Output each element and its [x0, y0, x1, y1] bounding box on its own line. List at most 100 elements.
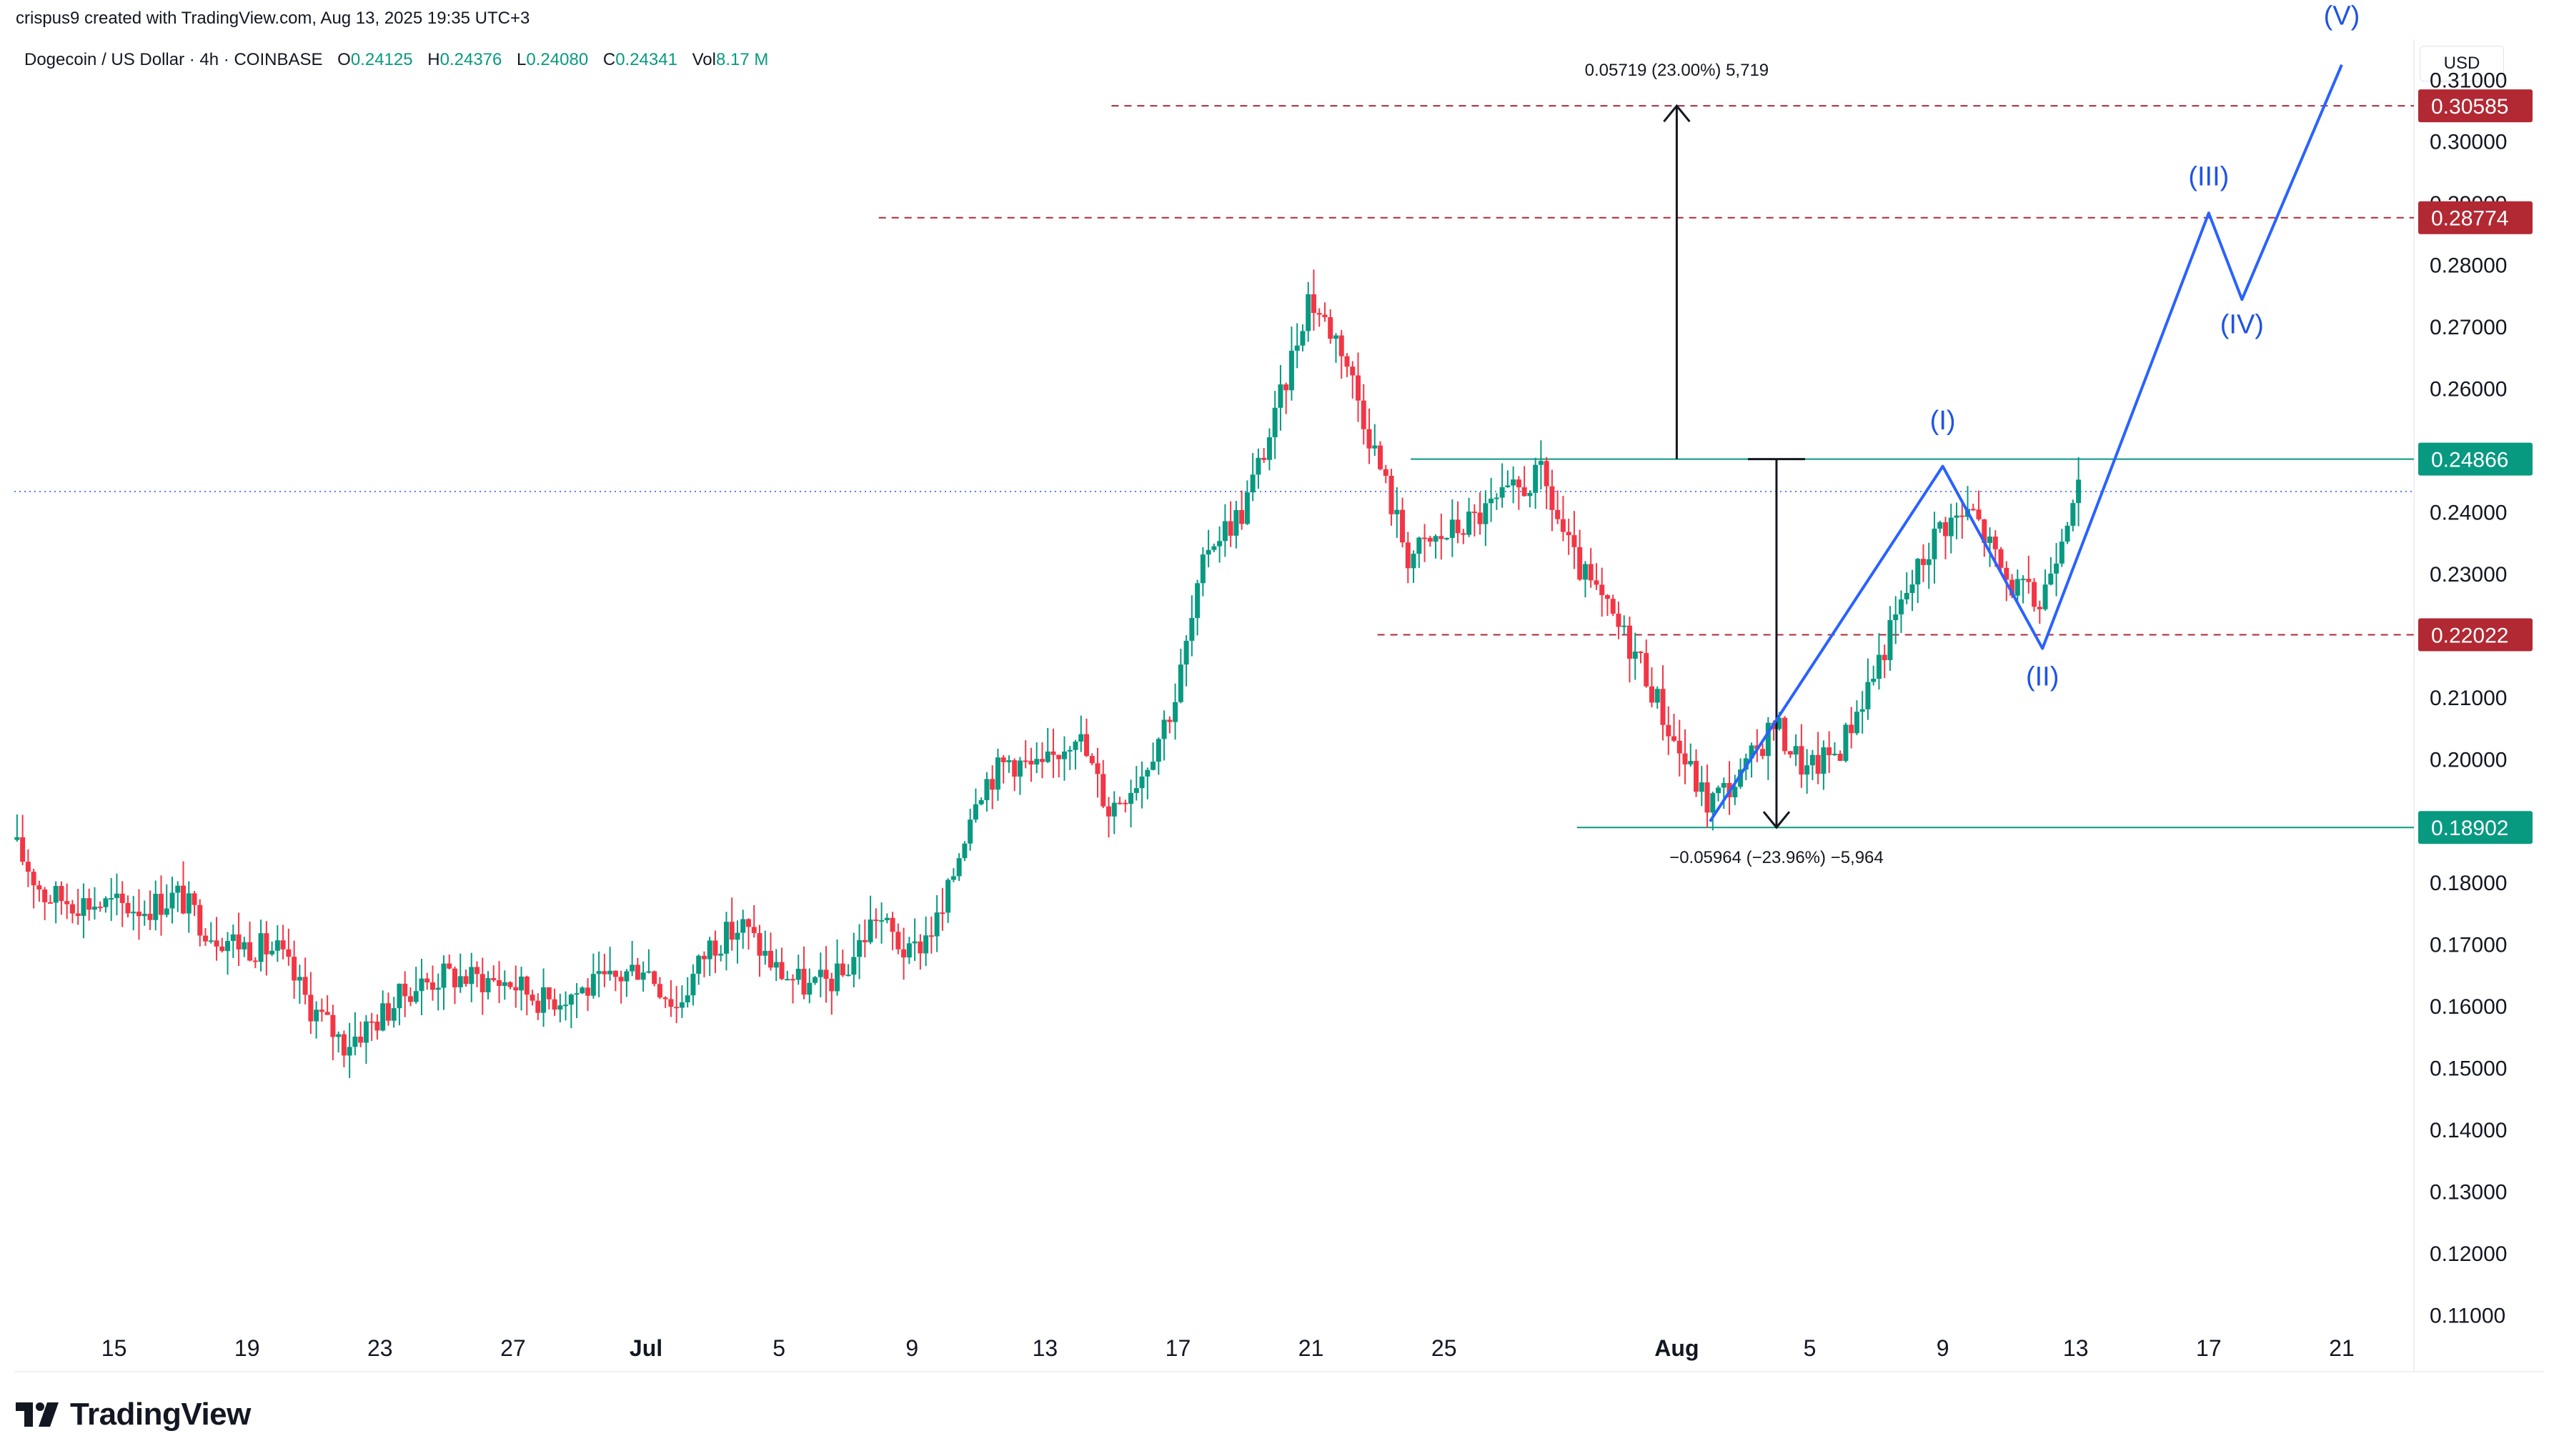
candle-body — [330, 1014, 336, 1037]
candle-body — [1344, 356, 1350, 367]
candle — [707, 937, 712, 977]
candle-body — [640, 972, 646, 980]
time-axis-tick: 9 — [905, 1335, 918, 1361]
candle-body — [81, 898, 86, 916]
candle-body — [292, 957, 297, 981]
price-axis-tick: 0.28000 — [2430, 254, 2507, 278]
candle — [75, 889, 81, 925]
candle — [928, 917, 934, 954]
candle-body — [131, 912, 136, 914]
candle — [1449, 499, 1455, 557]
candle-body — [906, 943, 912, 958]
candle-body — [1577, 547, 1583, 580]
candle — [485, 971, 491, 999]
candle-body — [469, 967, 474, 984]
candle-body — [369, 1021, 374, 1023]
candle-body — [618, 977, 624, 982]
candle — [1893, 596, 1899, 644]
candle — [813, 976, 818, 985]
candle-body — [1610, 599, 1616, 614]
time-axis-tick: 25 — [1431, 1335, 1457, 1361]
time-axis-tick: 23 — [367, 1335, 393, 1361]
candle-body — [203, 935, 209, 942]
candle-body — [1416, 537, 1422, 554]
candle — [1067, 746, 1073, 770]
candle-body — [1228, 521, 1233, 536]
candle — [1804, 749, 1810, 794]
candle — [685, 977, 690, 1008]
candle-body — [1710, 793, 1716, 813]
candle-body — [1749, 745, 1754, 759]
candle — [1577, 529, 1583, 582]
candle-body — [247, 942, 253, 961]
candle — [192, 891, 197, 917]
candle — [541, 968, 547, 1027]
candle — [801, 946, 807, 999]
candle-body — [1350, 367, 1356, 376]
candle-body — [1173, 702, 1178, 722]
price-axis-tick: 0.24000 — [2430, 501, 2507, 524]
candle-body — [1549, 486, 1555, 510]
candle-body — [1427, 537, 1433, 542]
candle — [131, 896, 136, 931]
candle-body — [1505, 485, 1511, 487]
tradingview-logo[interactable]: TradingView — [16, 1397, 251, 1432]
candle-body — [557, 1005, 563, 1010]
wave-label: (V) — [2324, 1, 2360, 31]
candle-body — [1233, 509, 1239, 536]
candle-body — [341, 1034, 347, 1056]
time-axis-tick: 13 — [2063, 1335, 2089, 1361]
candle-body — [552, 999, 557, 1010]
candle — [324, 995, 330, 1015]
candle-body — [818, 969, 823, 977]
candle-body — [1704, 782, 1710, 813]
price-axis-tick: 0.26000 — [2430, 378, 2507, 402]
candle — [1799, 724, 1804, 788]
price-axis-tick: 0.18000 — [2430, 872, 2507, 895]
candle-body — [1632, 652, 1638, 659]
candle-body — [1804, 765, 1810, 775]
candle-body — [1904, 593, 1909, 599]
candle — [42, 887, 48, 920]
price-tag-label: 0.24866 — [2431, 449, 2508, 472]
candle — [391, 997, 397, 1028]
candle — [768, 932, 774, 971]
candle-body — [119, 893, 125, 903]
currency-selector[interactable]: USD — [2420, 46, 2504, 81]
candle — [452, 966, 457, 1004]
candle — [59, 881, 64, 915]
candle-body — [835, 963, 840, 992]
candle — [968, 809, 973, 851]
candle-body — [1621, 625, 1627, 627]
candle-body — [801, 968, 807, 995]
candle — [1782, 716, 1788, 755]
time-axis-tick: 17 — [2196, 1335, 2222, 1361]
candle — [2026, 555, 2032, 594]
candle-body — [945, 879, 951, 913]
candle — [1288, 326, 1294, 401]
candle-body — [1777, 717, 1782, 729]
candle — [1809, 749, 1815, 780]
candle — [1000, 754, 1006, 784]
candle — [385, 992, 391, 1026]
candle-body — [397, 983, 402, 1009]
candle — [1173, 683, 1178, 740]
candle — [646, 949, 652, 974]
candle-body — [890, 917, 895, 932]
candle — [469, 952, 474, 1002]
candle-body — [968, 819, 973, 844]
candle-body — [1028, 760, 1034, 765]
candle — [114, 873, 119, 916]
candle-body — [1477, 512, 1483, 524]
candle-body — [1405, 542, 1411, 569]
candle-body — [1821, 747, 1827, 774]
candle — [264, 921, 269, 976]
candle-body — [779, 962, 785, 979]
candle-body — [1527, 492, 1533, 497]
candle-body — [1638, 652, 1644, 654]
candle — [69, 899, 75, 924]
time-axis-tick: Aug — [1654, 1335, 1699, 1361]
symbol-legend: Dogecoin / US Dollar · 4h · COINBASE O0.… — [24, 50, 778, 70]
candle-body — [1128, 792, 1134, 804]
